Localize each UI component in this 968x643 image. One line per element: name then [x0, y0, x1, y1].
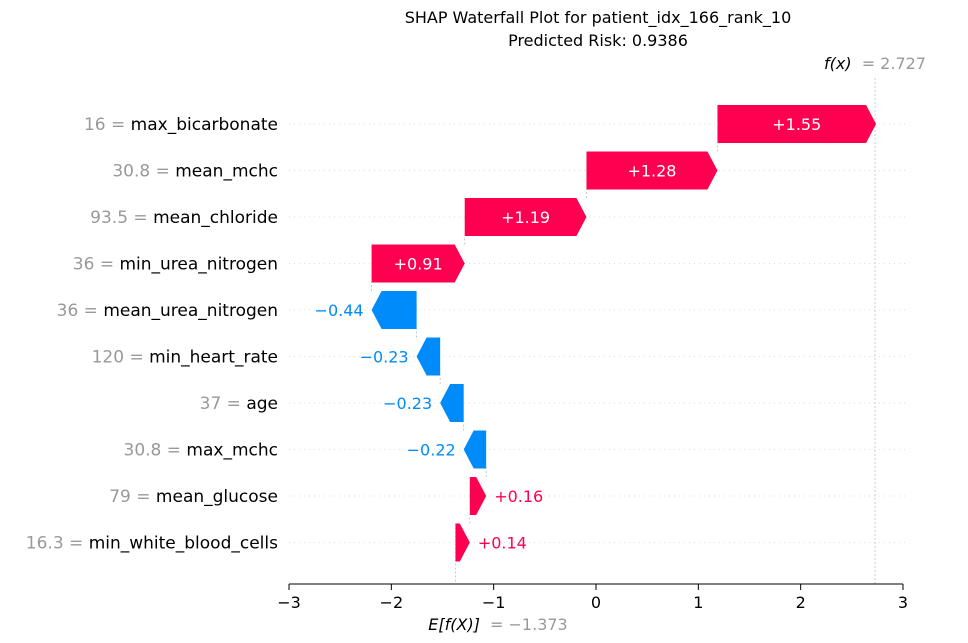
bar-mean_chloride: [464, 198, 587, 236]
bar-label-mean_urea_nitrogen: −0.44: [315, 301, 364, 320]
bar-mean_glucose: [469, 477, 487, 515]
feature-labels: 16 = max_bicarbonate 30.8 = mean_mchc 93.5…: [26, 115, 278, 554]
bar-label-mean_mchc: +1.28: [627, 162, 676, 181]
feature-value: 120 =: [92, 348, 150, 368]
x-axis: −3 −2 −1 0 1 2 3: [277, 583, 908, 612]
bar-max_bicarbonate: [717, 105, 877, 143]
feature-name: min_urea_nitrogen: [119, 255, 278, 275]
bar-mean_mchc: [586, 151, 718, 190]
connector-lines: [371, 78, 876, 584]
base-label-value: = −1.373: [490, 615, 568, 634]
feature-label-max_bicarbonate: 16 = max_bicarbonate: [84, 115, 278, 135]
bar-min_heart_rate: [416, 337, 441, 376]
feature-name: mean_chloride: [153, 208, 278, 228]
feature-value: 93.5 =: [90, 208, 153, 228]
bar-label-age: −0.23: [383, 394, 432, 413]
feature-name: mean_glucose: [156, 487, 278, 507]
bar-max_mchc: [463, 430, 487, 469]
chart-title-line2: Predicted Risk: 0.9386: [508, 31, 688, 50]
feature-value: 36 =: [73, 255, 120, 275]
feature-label-min_heart_rate: 120 = min_heart_rate: [92, 348, 278, 368]
feature-value: 79 =: [109, 487, 156, 507]
feature-value: 16 =: [84, 115, 131, 135]
bars: +1.55 +1.28 +1.19 +0.91 −0.44 −0.23 −0.23 −0.22…: [315, 105, 877, 562]
bar-min_white_blood_cells: [455, 523, 470, 562]
feature-label-mean_urea_nitrogen: 36 = mean_urea_nitrogen: [57, 301, 278, 321]
x-tick-label: −2: [380, 593, 404, 612]
bar-mean_urea_nitrogen: [371, 291, 417, 329]
feature-name: max_mchc: [186, 441, 278, 461]
x-tick-label: 2: [796, 593, 806, 612]
bar-label-mean_chloride: +1.19: [501, 208, 550, 227]
feature-value: 30.8 =: [124, 441, 187, 461]
feature-name: age: [246, 394, 278, 414]
output-label-prefix: f(x): [824, 54, 852, 73]
x-tick-label: −3: [277, 593, 301, 612]
x-tick-label: −1: [482, 593, 506, 612]
feature-label-mean_mchc: 30.8 = mean_mchc: [112, 162, 278, 182]
feature-label-min_white_blood_cells: 16.3 = min_white_blood_cells: [26, 534, 278, 554]
x-tick-label: 1: [693, 593, 703, 612]
feature-name: mean_urea_nitrogen: [103, 301, 278, 321]
feature-value: 37 =: [200, 394, 247, 414]
output-label: f(x) = 2.727: [824, 54, 926, 73]
feature-value: 30.8 =: [112, 162, 175, 182]
feature-label-mean_chloride: 93.5 = mean_chloride: [90, 208, 278, 228]
chart-title-line1: SHAP Waterfall Plot for patient_idx_166_…: [405, 8, 792, 28]
feature-value: 16.3 =: [26, 534, 89, 554]
feature-label-max_mchc: 30.8 = max_mchc: [124, 441, 278, 461]
bar-label-max_mchc: −0.22: [407, 441, 456, 460]
feature-label-mean_glucose: 79 = mean_glucose: [109, 487, 278, 507]
feature-value: 36 =: [57, 301, 104, 321]
bar-label-min_urea_nitrogen: +0.91: [394, 255, 443, 274]
bar-label-mean_glucose: +0.16: [494, 487, 543, 506]
feature-label-min_urea_nitrogen: 36 = min_urea_nitrogen: [73, 255, 278, 275]
output-label-value: = 2.727: [862, 54, 926, 73]
base-label-prefix: E[f(X)]: [428, 615, 480, 634]
x-tick-label: 0: [591, 593, 601, 612]
base-label: E[f(X)] = −1.373: [428, 615, 567, 634]
feature-name: min_heart_rate: [149, 348, 278, 368]
bar-label-min_white_blood_cells: +0.14: [478, 534, 527, 553]
bar-age: [440, 384, 464, 422]
feature-label-age: 37 = age: [200, 394, 278, 414]
bar-label-min_heart_rate: −0.23: [360, 348, 409, 367]
feature-name: mean_mchc: [175, 162, 278, 182]
bar-min_urea_nitrogen: [371, 244, 465, 283]
bar-label-max_bicarbonate: +1.55: [772, 115, 821, 134]
x-tick-label: 3: [898, 593, 908, 612]
feature-name: max_bicarbonate: [131, 115, 278, 135]
feature-name: min_white_blood_cells: [89, 534, 278, 554]
